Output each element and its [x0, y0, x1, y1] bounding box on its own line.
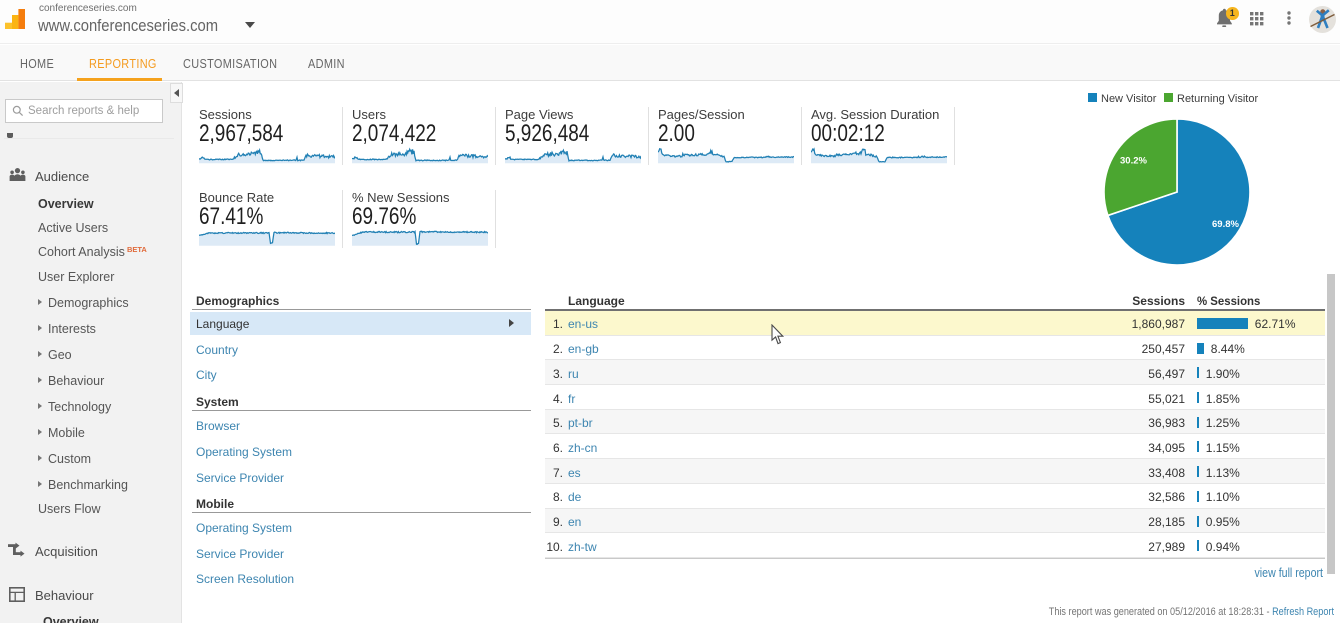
svg-text:69.8%: 69.8%: [1212, 219, 1239, 230]
svg-text:30.2%: 30.2%: [1120, 156, 1147, 167]
